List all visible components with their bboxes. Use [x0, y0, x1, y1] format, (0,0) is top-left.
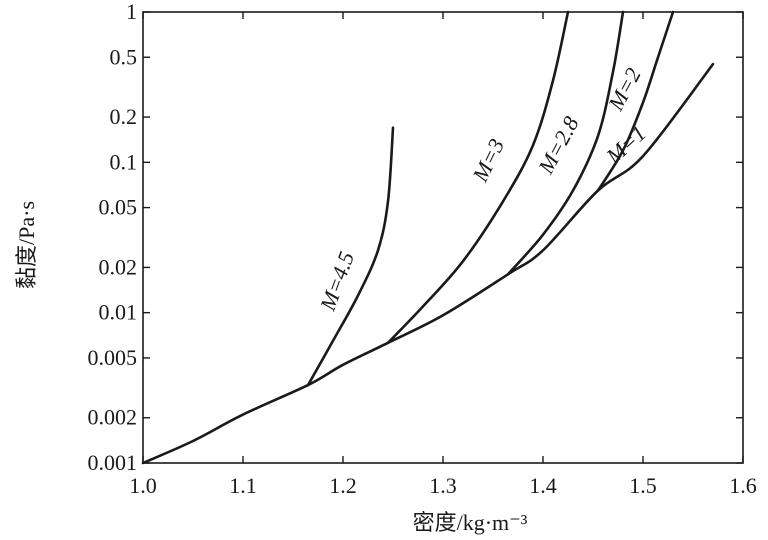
curve-label: M=2 — [603, 64, 646, 116]
y-tick-label: 0.01 — [99, 300, 138, 325]
plot-frame — [142, 11, 744, 464]
chart-curves — [141, 10, 715, 465]
x-tick-label: 1.4 — [529, 473, 557, 498]
y-tick-label: 1 — [126, 0, 137, 24]
y-axis-ticks: 0.001 0.002 0.005 0.01 0.02 0.05 0.1 0.2 0.5 1 — [88, 0, 743, 475]
y-axis-label: 黏度/Pa·s — [14, 201, 39, 289]
y-tick-label: 0.02 — [99, 254, 138, 279]
curve-label: M=3 — [467, 135, 509, 187]
x-axis-ticks: 1.0 1.1 1.2 1.3 1.4 1.5 1.6 — [129, 12, 757, 498]
y-tick-label: 0.002 — [88, 405, 138, 430]
y-tick-label: 0.005 — [88, 345, 138, 370]
x-tick-label: 1.0 — [129, 473, 157, 498]
x-tick-label: 1.6 — [729, 473, 757, 498]
curve-m-1 — [141, 62, 715, 465]
x-tick-label: 1.1 — [229, 473, 257, 498]
x-tick-label: 1.5 — [629, 473, 657, 498]
y-tick-label: 0.5 — [110, 44, 138, 69]
curve-m-4-5 — [306, 126, 395, 387]
x-tick-label: 1.3 — [429, 473, 457, 498]
curve-label: M=1 — [600, 120, 650, 169]
y-tick-label: 0.05 — [99, 195, 138, 220]
x-tick-label: 1.2 — [329, 473, 357, 498]
y-tick-label: 0.001 — [88, 450, 138, 475]
curve-m-2-8 — [506, 10, 625, 276]
y-tick-label: 0.2 — [110, 104, 138, 129]
curve-m-2 — [596, 10, 675, 192]
x-axis-label: 密度/kg·m⁻³ — [413, 510, 528, 535]
y-tick-label: 0.1 — [110, 149, 138, 174]
curve-m-3 — [386, 10, 570, 345]
